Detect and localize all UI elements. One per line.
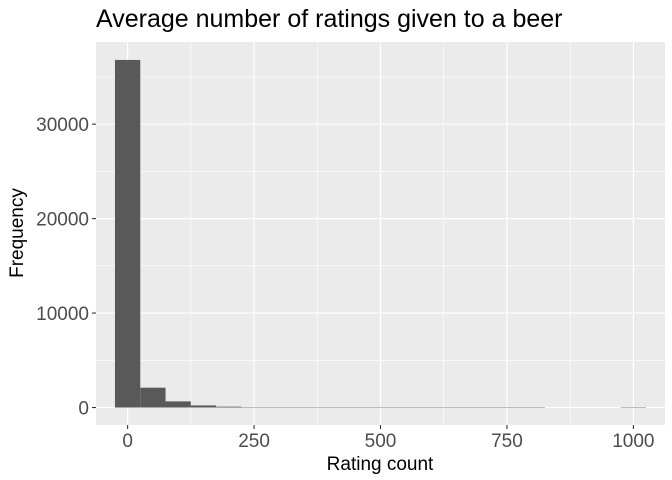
histogram-bar xyxy=(190,405,217,408)
x-tick-label: 250 xyxy=(238,431,270,452)
x-tick-label: 500 xyxy=(365,431,397,452)
y-tick-label: 10000 xyxy=(36,304,89,325)
x-axis-ticks: 0 250 500 750 1000 xyxy=(122,425,655,452)
y-axis-label: Frequency xyxy=(7,188,28,278)
y-tick-label: 30000 xyxy=(36,115,89,136)
histogram-bar xyxy=(114,59,141,408)
x-tick-label: 750 xyxy=(491,431,523,452)
histogram-bar xyxy=(140,387,166,408)
x-axis-label: Rating count xyxy=(327,454,434,475)
y-axis-ticks: 0 10000 20000 30000 xyxy=(36,115,96,420)
chart-title: Average number of ratings given to a bee… xyxy=(96,5,563,33)
x-tick-label: 1000 xyxy=(612,431,654,452)
histogram-bar xyxy=(216,406,242,408)
histogram-bars xyxy=(114,59,647,408)
histogram-bar xyxy=(165,401,191,408)
y-tick-label: 0 xyxy=(78,399,89,420)
x-tick-label: 0 xyxy=(122,431,133,452)
y-tick-label: 20000 xyxy=(36,210,89,231)
